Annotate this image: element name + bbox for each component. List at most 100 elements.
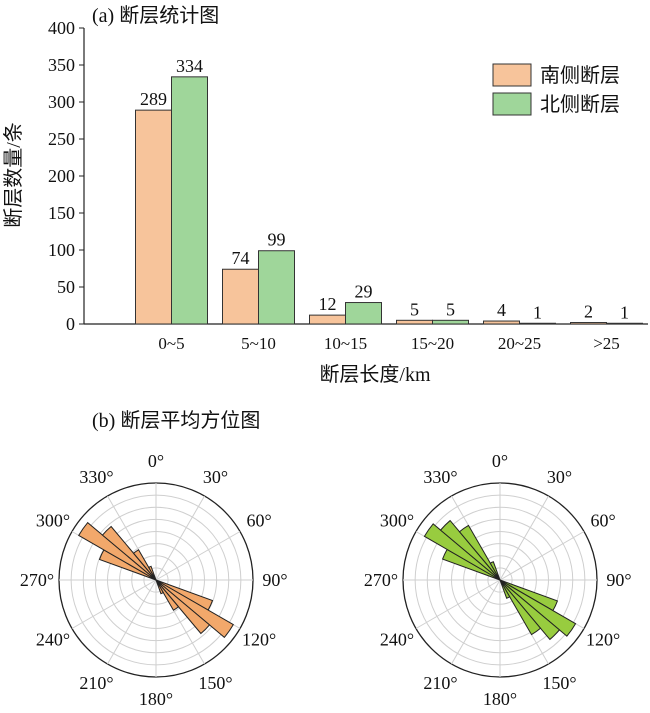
rose-petal (148, 565, 157, 581)
rose-angle-label: 150° (198, 673, 232, 693)
rose-petal (499, 579, 561, 641)
y-tick-label: 200 (48, 166, 75, 186)
rose-diagram-north: 0° 30° 60° 90° 120° 150° 180° 210° 240° 270° 300° 3… (364, 451, 632, 709)
y-tick-label: 100 (48, 240, 75, 260)
bar (519, 322, 556, 325)
rose-angle-label: 90° (262, 570, 287, 590)
rose-petal (155, 579, 164, 595)
bar-value-label: 289 (140, 89, 167, 109)
rose-grid-spoke (451, 579, 501, 665)
bar (171, 76, 208, 325)
rose-petal (155, 579, 234, 639)
legend-swatch-south (492, 63, 532, 87)
rose-petal (499, 579, 542, 636)
rose-angle-label: 60° (590, 511, 615, 531)
y-tick-label: 50 (57, 277, 75, 297)
bar (309, 314, 346, 325)
rose-petal (155, 579, 180, 611)
rose-angle-label: 60° (246, 511, 271, 531)
bar (135, 109, 172, 325)
bar (606, 322, 643, 325)
legend-label-north: 北侧断层 (540, 93, 620, 116)
rose-angle-label: 30° (203, 467, 228, 487)
rose-angle-label: 180° (483, 689, 517, 709)
bar (570, 322, 607, 325)
rose-angle-label: 330° (423, 467, 457, 487)
y-tick-label: 250 (48, 129, 75, 149)
y-tick-label: 150 (48, 203, 75, 223)
rose-angle-label: 120° (586, 630, 620, 650)
x-tick-label: >25 (593, 334, 620, 353)
bar-value-label: 1 (620, 302, 629, 322)
x-axis-ticks: 0~5 5~10 10~15 15~20 20~25 >25 (158, 334, 619, 353)
x-tick-label: 5~10 (241, 334, 276, 353)
bar (432, 319, 469, 325)
rose-angle-label: 0° (148, 451, 164, 471)
bar (396, 319, 433, 325)
rose-chart-panel: (b) 断层平均方位图 0° 30° 60° 90° 120° 150° 180° 210° 2… (20, 409, 632, 709)
rose-grid-spoke (155, 495, 205, 581)
bar (483, 320, 520, 325)
legend-label-south: 南侧断层 (540, 64, 620, 87)
rose-grid-spoke (415, 579, 501, 629)
bar-panel-label: (a) 断层统计图 (92, 4, 219, 27)
rose-angle-label: 270° (20, 570, 54, 590)
rose-petal (101, 525, 157, 581)
legend-swatch-north (492, 92, 532, 116)
x-tick-label: 10~15 (324, 334, 367, 353)
rose-grid-spoke (155, 531, 241, 581)
y-axis-label: 断层数量/条 (2, 122, 25, 228)
legend: 南侧断层 北侧断层 (492, 63, 620, 116)
rose-grid-spoke (499, 531, 585, 581)
bar-value-label: 5 (410, 299, 419, 319)
rose-angle-label: 300° (36, 511, 70, 531)
bar (345, 302, 382, 325)
rose-petal (132, 549, 157, 581)
bar-chart-panel: (a) 断层统计图 0 50 100 150 200 250 300 350 400 289 33… (2, 4, 648, 386)
rose-diagram-south: 0° 30° 60° 90° 120° 150° 180° 210° 240° 270° 300° 3… (20, 451, 288, 709)
rose-angle-label: 240° (380, 630, 414, 650)
bar-value-label: 5 (446, 299, 455, 319)
rose-grid-spoke (71, 579, 157, 629)
x-axis-label: 断层长度/km (319, 363, 431, 386)
y-tick-label: 350 (48, 55, 75, 75)
bar-value-label: 74 (232, 248, 250, 268)
x-tick-label: 0~5 (158, 334, 184, 353)
rose-petal (458, 524, 501, 581)
rose-angle-label: 270° (364, 570, 398, 590)
bar-value-label: 12 (319, 294, 337, 314)
bar (222, 268, 259, 325)
x-tick-label: 15~20 (411, 334, 454, 353)
rose-petal (499, 579, 577, 637)
rose-petal (78, 521, 157, 581)
y-axis-ticks: 0 50 100 150 200 250 300 350 400 (48, 18, 84, 334)
rose-angle-label: 180° (139, 689, 173, 709)
x-tick-label: 20~25 (498, 334, 541, 353)
bar-value-label: 4 (497, 300, 506, 320)
rose-angle-label: 150° (542, 673, 576, 693)
rose-angle-label: 240° (36, 630, 70, 650)
bar-value-label: 1 (533, 302, 542, 322)
bar-value-label: 334 (176, 56, 203, 76)
rose-grid-spoke (107, 579, 157, 665)
rose-grid-spoke (499, 495, 549, 581)
rose-panel-label: (b) 断层平均方位图 (92, 409, 260, 432)
y-tick-label: 400 (48, 18, 75, 38)
rose-petal (423, 523, 501, 581)
rose-angle-label: 330° (79, 467, 113, 487)
bar-value-label: 2 (584, 302, 593, 322)
rose-petal (499, 579, 511, 599)
y-tick-label: 300 (48, 92, 75, 112)
bar-value-label: 29 (355, 282, 373, 302)
rose-angle-label: 120° (242, 630, 276, 650)
rose-angle-label: 210° (79, 673, 113, 693)
rose-petal (489, 561, 501, 581)
rose-angle-label: 300° (380, 511, 414, 531)
rose-angle-label: 210° (423, 673, 457, 693)
bar (258, 250, 295, 325)
rose-angle-label: 90° (606, 570, 631, 590)
bar-value-label: 99 (268, 230, 286, 250)
rose-petal (155, 579, 211, 635)
